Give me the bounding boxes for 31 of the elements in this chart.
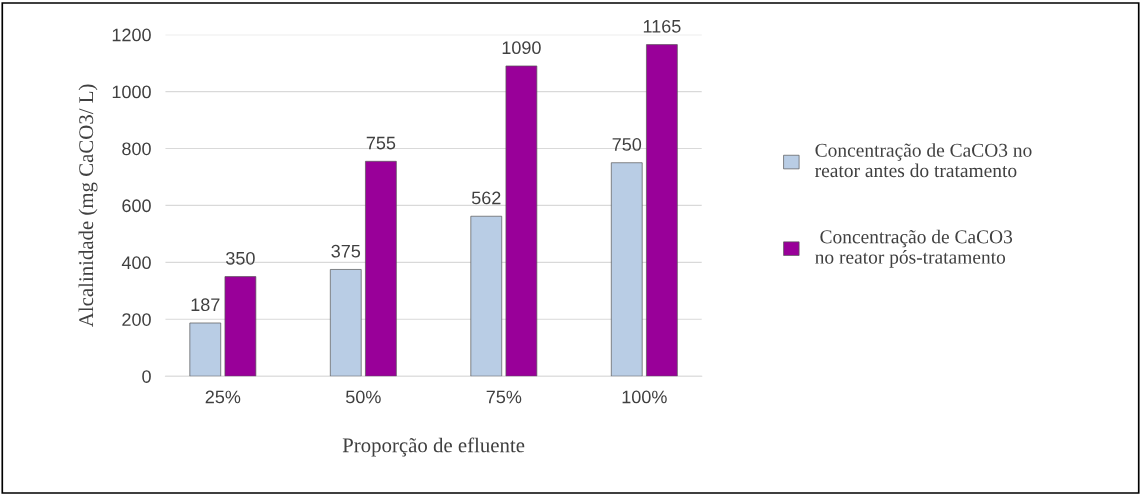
y-tick-label: 1000 — [112, 85, 151, 99]
data-label: 1165 — [643, 19, 681, 33]
data-label: 187 — [191, 298, 220, 312]
y-tick-label: 200 — [122, 313, 151, 326]
data-label: 350 — [226, 251, 255, 265]
y-tick-label: 800 — [122, 142, 151, 156]
legend-label: Concentração de CaCO3 no reator antes do tratamento — [815, 143, 1032, 178]
bar — [329, 269, 362, 377]
data-label: 1090 — [502, 41, 541, 55]
bar — [224, 276, 257, 377]
bar — [505, 65, 538, 377]
y-tick-label: 1200 — [112, 28, 151, 42]
data-label: 755 — [366, 136, 396, 150]
y-axis-title: Alcalinidade (mg CaCO3/ L) — [78, 84, 98, 328]
y-tick-label: 600 — [122, 199, 151, 213]
x-tick-label: 75% — [486, 390, 522, 404]
bar — [189, 322, 222, 377]
data-label: 562 — [471, 191, 501, 205]
x-tick-label: 50% — [345, 390, 381, 404]
x-tick-label: 25% — [205, 390, 241, 404]
legend-label: Concentração de CaCO3 no reator pós-tratamento — [815, 229, 1013, 268]
y-tick-label: 0 — [142, 370, 151, 383]
x-axis-title: Proporção de efluente — [342, 437, 525, 457]
x-tick-label: 100% — [622, 390, 667, 404]
data-label: 750 — [612, 138, 642, 151]
bar — [470, 215, 503, 377]
y-tick-label: 400 — [121, 256, 151, 270]
bar — [610, 162, 643, 377]
bar — [646, 44, 678, 377]
data-label: 375 — [331, 244, 361, 258]
bar — [365, 160, 397, 377]
